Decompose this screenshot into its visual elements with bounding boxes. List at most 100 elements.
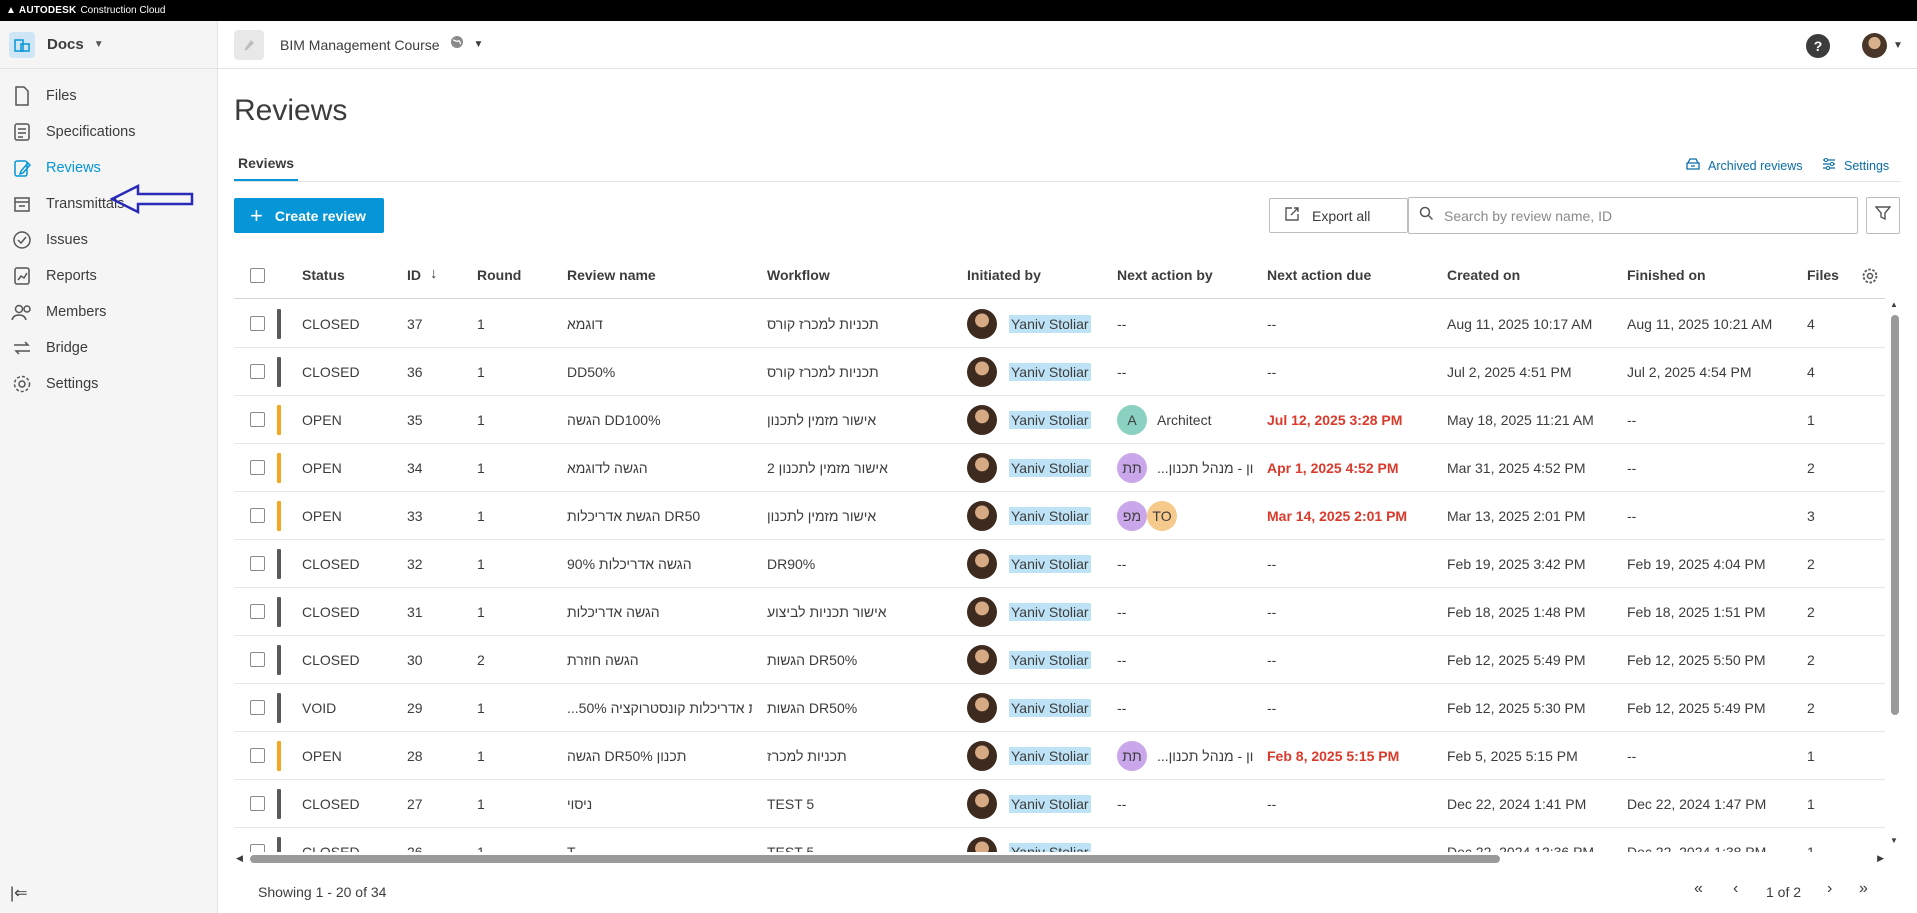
first-page-icon[interactable]: « xyxy=(1694,880,1703,897)
status-cell: CLOSED xyxy=(302,556,360,572)
table-row[interactable]: OPEN 34 1 הגשה לדוגמא אישור מזמין לתכנון 2 Ya… xyxy=(234,444,1885,492)
table-row[interactable]: OPEN 28 1 הגשה DR50% תכנון תכניות למכרז Yaniv… xyxy=(234,732,1885,780)
review-name-cell[interactable]: ניסוי xyxy=(567,796,593,812)
filter-button[interactable] xyxy=(1866,197,1900,234)
search-input[interactable] xyxy=(1444,207,1824,224)
round-cell: 1 xyxy=(477,700,485,716)
files-cell: 1 xyxy=(1807,412,1815,428)
sidebar-item-members[interactable]: Members xyxy=(0,294,218,330)
row-checkbox[interactable] xyxy=(250,316,265,331)
review-name-cell[interactable]: הגשה אדריכלות 90% xyxy=(567,556,692,572)
sidebar-item-reviews[interactable]: Reviews xyxy=(0,150,218,186)
row-checkbox[interactable] xyxy=(250,844,265,852)
row-checkbox[interactable] xyxy=(250,700,265,715)
vertical-scrollbar[interactable]: ▲ ▼ xyxy=(1890,300,1900,845)
header-created-on[interactable]: Created on xyxy=(1447,267,1521,283)
table-row[interactable]: VOID 29 1 ...ות אדריכלות קונסטרוקציה 50% הגש… xyxy=(234,684,1885,732)
table-row[interactable]: CLOSED 37 1 דוגמא תכניות למכרז קורס Yaniv Sto… xyxy=(234,300,1885,348)
header-next-action-due[interactable]: Next action due xyxy=(1267,267,1372,283)
header-id[interactable]: ID xyxy=(407,267,421,283)
project-name[interactable]: BIM Management Course xyxy=(280,36,440,53)
header-round[interactable]: Round xyxy=(477,267,522,283)
scroll-right-icon[interactable]: ▶ xyxy=(1877,853,1884,863)
review-name-cell[interactable]: הגשה DD100% xyxy=(567,412,661,428)
next-action-by-cell: ון - מנהל תכנון... xyxy=(1157,748,1254,764)
horizontal-scrollbar[interactable]: ◀ ▶ xyxy=(234,853,1884,865)
export-all-button[interactable]: Export all xyxy=(1269,198,1408,233)
project-chevron-down-icon[interactable]: ▼ xyxy=(473,39,484,50)
files-cell: 4 xyxy=(1807,316,1815,332)
row-checkbox[interactable] xyxy=(250,556,265,571)
review-name-cell[interactable]: הגשת אדריכלות DR50 xyxy=(567,508,701,524)
review-name-cell[interactable]: הגשה לדוגמא xyxy=(567,460,648,476)
review-name-cell[interactable]: דוגמא xyxy=(567,316,603,332)
sidebar-item-settings[interactable]: Settings xyxy=(0,366,218,402)
table-row[interactable]: CLOSED 27 1 ניסוי TEST 5 Yaniv Stoliar -- -- Dec… xyxy=(234,780,1885,828)
review-name-cell[interactable]: הגשה DR50% תכנון xyxy=(567,748,687,764)
review-name-cell[interactable]: T xyxy=(567,844,576,852)
header-finished-on[interactable]: Finished on xyxy=(1627,267,1706,283)
sidebar-item-reports[interactable]: Reports xyxy=(0,258,218,294)
sidebar-item-files[interactable]: Files xyxy=(0,78,218,114)
user-menu-chevron-icon[interactable]: ▼ xyxy=(1893,40,1903,51)
brand-name: AUTODESK xyxy=(18,5,77,16)
review-name-cell[interactable]: ...ות אדריכלות קונסטרוקציה 50% xyxy=(567,700,752,716)
archived-reviews-label: Archived reviews xyxy=(1708,158,1803,173)
sidebar-item-bridge[interactable]: Bridge xyxy=(0,330,218,366)
sidebar-item-transmittals[interactable]: Transmittals xyxy=(0,186,218,222)
column-settings-gear-icon[interactable] xyxy=(1861,267,1879,290)
archived-reviews-link[interactable]: Archived reviews xyxy=(1686,158,1802,173)
module-switcher[interactable]: Docs ▼ xyxy=(0,21,217,69)
next-page-icon[interactable]: › xyxy=(1827,880,1833,897)
sort-descending-icon[interactable]: ↓ xyxy=(430,265,438,282)
status-color-bar xyxy=(277,789,281,819)
row-checkbox[interactable] xyxy=(250,460,265,475)
scroll-down-icon[interactable]: ▼ xyxy=(1890,836,1898,845)
row-checkbox[interactable] xyxy=(250,604,265,619)
tab-reviews[interactable]: Reviews xyxy=(234,155,299,182)
sidebar-item-specifications[interactable]: Specifications xyxy=(0,114,218,150)
table-row[interactable]: CLOSED 32 1 הגשה אדריכלות 90% DR90% Yaniv Sto… xyxy=(234,540,1885,588)
vertical-scroll-thumb[interactable] xyxy=(1891,315,1899,715)
review-name-cell[interactable]: DD50% xyxy=(567,364,616,380)
sidebar-item-issues[interactable]: Issues xyxy=(0,222,218,258)
table-row[interactable]: CLOSED 26 1 T TEST 5 Yaniv Stoliar -- -- Dec 22,… xyxy=(234,828,1885,852)
previous-page-icon[interactable]: ‹ xyxy=(1733,880,1739,897)
project-thumbnail-icon[interactable] xyxy=(234,29,264,60)
table-row[interactable]: OPEN 35 1 הגשה DD100% אישור מזמין לתכנון Yani… xyxy=(234,396,1885,444)
initiator-avatar xyxy=(967,357,997,387)
review-name-cell[interactable]: הגשה חוזרת xyxy=(567,652,639,668)
collapse-sidebar-icon[interactable]: |⇐ xyxy=(10,885,28,902)
table-row[interactable]: OPEN 33 1 הגשת אדריכלות DR50 אישור מזמין לתכ… xyxy=(234,492,1885,540)
row-checkbox[interactable] xyxy=(250,748,265,763)
header-initiated-by[interactable]: Initiated by xyxy=(967,267,1041,283)
created-on-cell: Aug 11, 2025 10:17 AM xyxy=(1447,316,1593,332)
scroll-left-icon[interactable]: ◀ xyxy=(236,853,243,863)
row-checkbox[interactable] xyxy=(250,412,265,427)
row-checkbox[interactable] xyxy=(250,508,265,523)
sidebar-item-label: Specifications xyxy=(46,124,136,140)
table-row[interactable]: CLOSED 30 2 הגשה חוזרת הגשות DR50% Yaniv Stol… xyxy=(234,636,1885,684)
table-row[interactable]: CLOSED 31 1 הגשה אדריכלות אישור תכניות לביצו… xyxy=(234,588,1885,636)
transmittals-icon xyxy=(11,193,33,215)
header-next-action-by[interactable]: Next action by xyxy=(1117,267,1213,283)
review-name-cell[interactable]: הגשה אדריכלות xyxy=(567,604,660,620)
header-status[interactable]: Status xyxy=(302,267,345,283)
row-checkbox[interactable] xyxy=(250,796,265,811)
next-action-by-cell: Architect xyxy=(1157,412,1212,428)
help-icon[interactable]: ? xyxy=(1806,34,1830,58)
create-review-button[interactable]: + Create review xyxy=(234,198,384,233)
table-row[interactable]: CLOSED 36 1 DD50% תכניות למכרז קורס Yaniv Sto… xyxy=(234,348,1885,396)
review-settings-link[interactable]: Settings xyxy=(1822,157,1889,173)
header-files[interactable]: Files xyxy=(1807,267,1839,283)
select-all-checkbox[interactable] xyxy=(250,268,265,283)
row-checkbox[interactable] xyxy=(250,652,265,667)
scroll-up-icon[interactable]: ▲ xyxy=(1890,300,1898,309)
horizontal-scroll-thumb[interactable] xyxy=(250,855,1500,863)
next-action-by-cell: -- xyxy=(1117,844,1127,852)
row-checkbox[interactable] xyxy=(250,364,265,379)
last-page-icon[interactable]: » xyxy=(1859,880,1868,897)
header-workflow[interactable]: Workflow xyxy=(767,267,830,283)
header-review-name[interactable]: Review name xyxy=(567,267,656,283)
user-avatar[interactable] xyxy=(1862,33,1887,58)
